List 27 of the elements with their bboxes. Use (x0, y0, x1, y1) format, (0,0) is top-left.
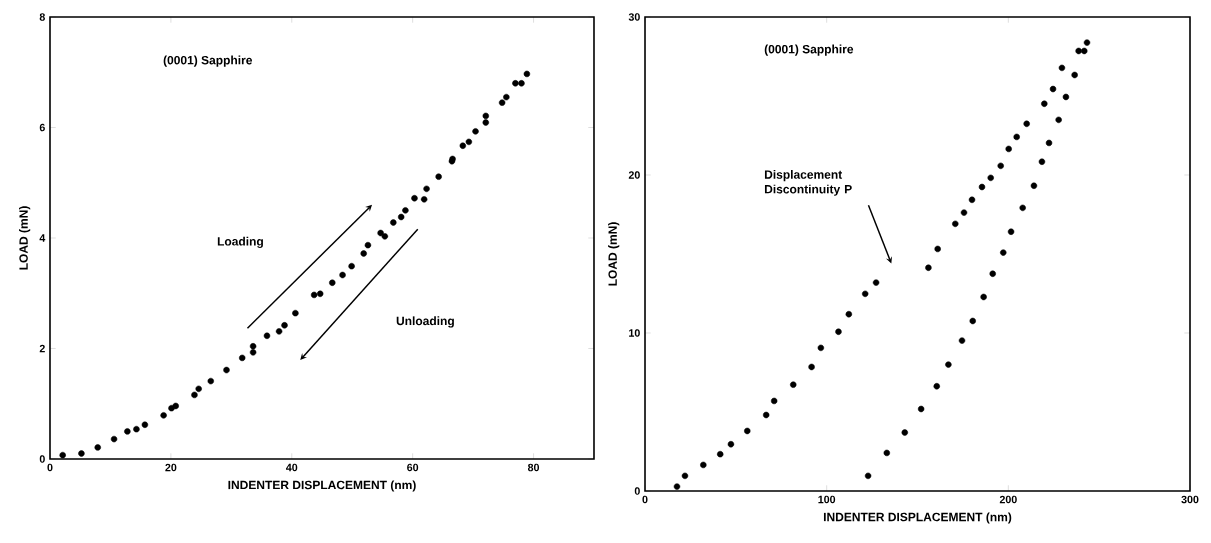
x-tick-label: 200 (999, 495, 1017, 504)
y-tick-label: 0 (634, 487, 640, 495)
x-tick-label: 60 (407, 463, 419, 472)
x-tick-label: 0 (47, 463, 53, 472)
x-tick-label: 20 (165, 463, 177, 472)
annotation: (0001) Sapphire (163, 55, 253, 67)
x-axis-title: INDENTER DISPLACEMENT (nm) (823, 512, 1012, 524)
y-tick-label: 2 (39, 344, 45, 353)
annotation: Displacement Discontinuity P (764, 169, 852, 196)
annotation: Loading (217, 236, 263, 249)
annotation: (0001) Sapphire (764, 44, 854, 56)
x-tick-label: 40 (286, 463, 298, 472)
y-tick-label: 6 (39, 123, 45, 132)
y-tick-label: 20 (628, 171, 640, 179)
y-axis-title: LOAD (mN) (608, 222, 620, 286)
x-tick-label: 0 (642, 495, 648, 504)
annotation: Unloading (396, 316, 454, 328)
x-tick-label: 300 (1181, 495, 1199, 504)
y-tick-label: 4 (39, 234, 46, 242)
y-tick-label: 0 (39, 455, 45, 463)
x-tick-label: 100 (818, 495, 836, 504)
x-tick-label: 80 (527, 463, 540, 472)
x-axis-title: INDENTER DISPLACEMENT (nm) (228, 480, 416, 492)
y-axis-title: LOAD (mN) (19, 206, 31, 270)
y-tick-label: 30 (628, 13, 640, 21)
y-tick-label: 8 (39, 13, 45, 21)
y-tick-label: 10 (629, 329, 640, 337)
